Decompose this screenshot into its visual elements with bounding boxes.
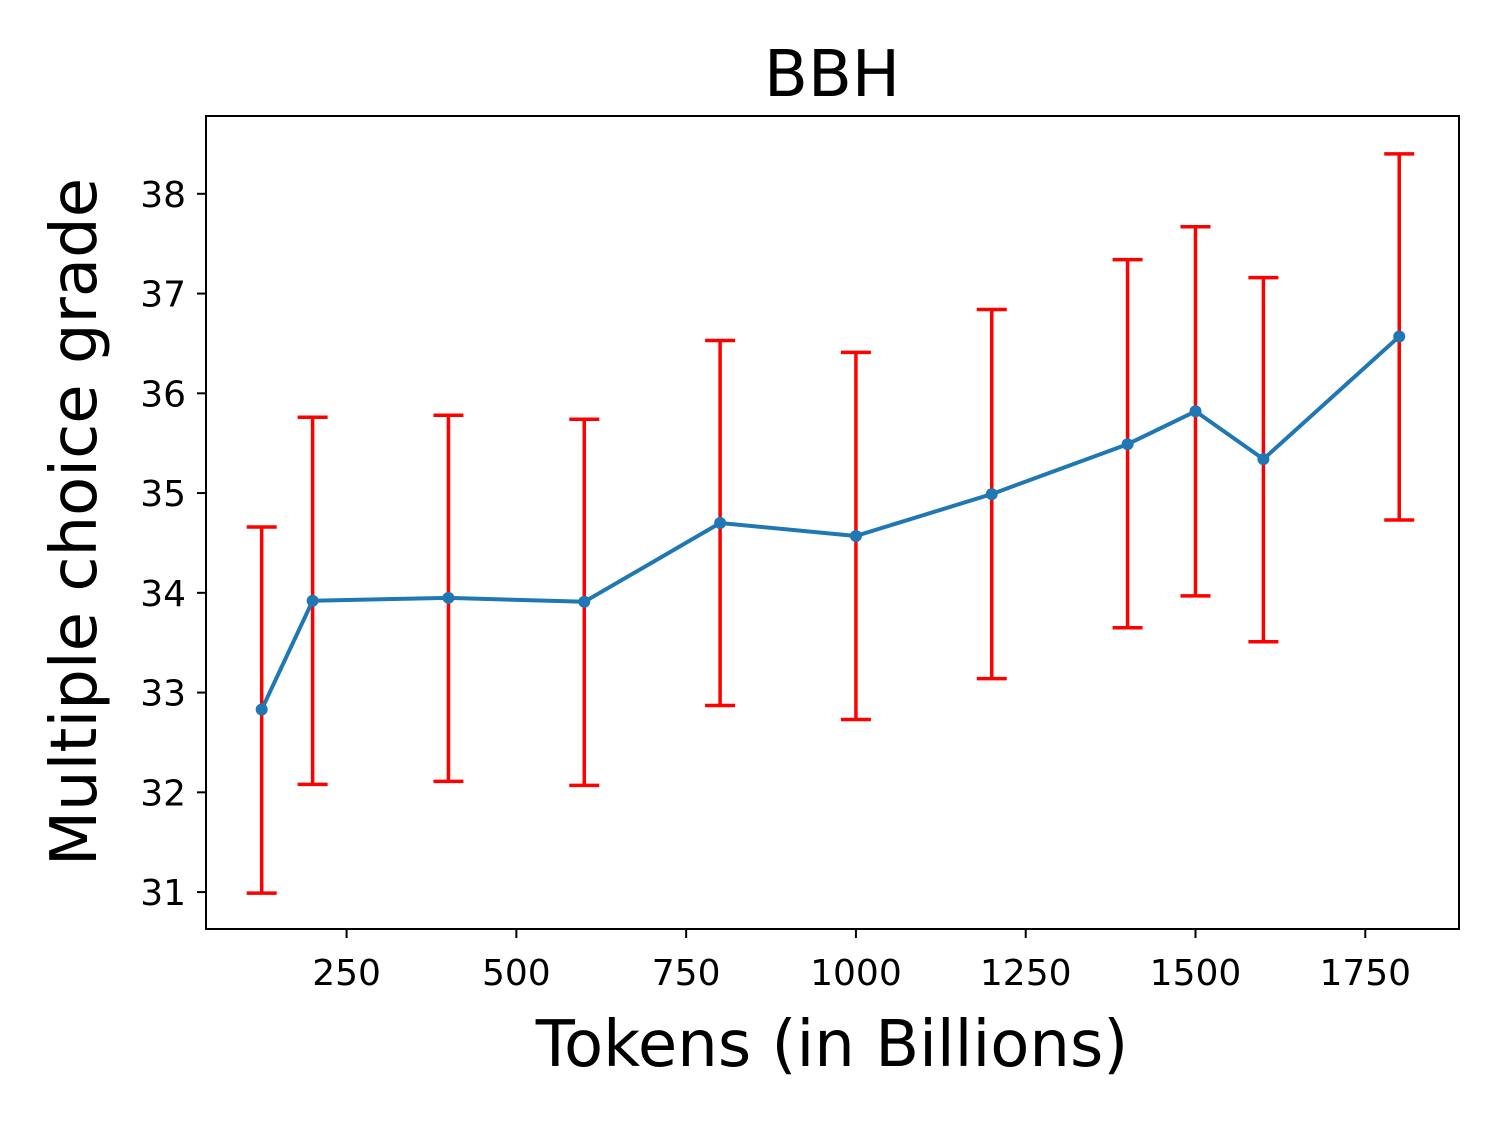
data-point xyxy=(1121,438,1134,451)
plot-frame xyxy=(205,115,1460,930)
data-point xyxy=(714,516,727,529)
y-tick-label: 37 xyxy=(140,275,186,316)
data-point xyxy=(1189,405,1202,418)
y-tick-label: 33 xyxy=(140,674,186,715)
chart-title: BBH xyxy=(764,38,900,112)
y-tick-label: 38 xyxy=(140,175,186,216)
data-point xyxy=(306,594,319,607)
x-tick-label: 250 xyxy=(312,953,381,994)
data-point xyxy=(442,591,455,604)
data-point xyxy=(1257,453,1270,466)
data-point xyxy=(849,529,862,542)
y-tick-label: 31 xyxy=(140,873,186,914)
x-tick-label: 1750 xyxy=(1319,953,1411,994)
x-axis-label: Tokens (in Billions) xyxy=(535,1008,1129,1082)
x-axis: 250 500 750 1000 1250 1500 1750 xyxy=(312,929,1411,994)
series-line xyxy=(259,334,1401,711)
data-point xyxy=(578,595,591,608)
plot-area xyxy=(246,152,1415,895)
x-tick-label: 1000 xyxy=(810,953,902,994)
data-point xyxy=(255,703,268,716)
y-tick-label: 34 xyxy=(140,574,186,615)
x-tick-label: 1500 xyxy=(1150,953,1242,994)
data-point xyxy=(1393,330,1406,343)
y-axis-label: Multiple choice grade xyxy=(38,178,112,866)
x-tick-label: 750 xyxy=(652,953,721,994)
y-axis: 31 32 33 34 35 36 37 38 xyxy=(140,175,206,914)
data-point xyxy=(985,488,998,501)
y-tick-label: 35 xyxy=(140,474,186,515)
y-tick-label: 32 xyxy=(140,773,186,814)
x-tick-label: 500 xyxy=(482,953,551,994)
x-tick-label: 1250 xyxy=(980,953,1072,994)
y-tick-label: 36 xyxy=(140,374,186,415)
